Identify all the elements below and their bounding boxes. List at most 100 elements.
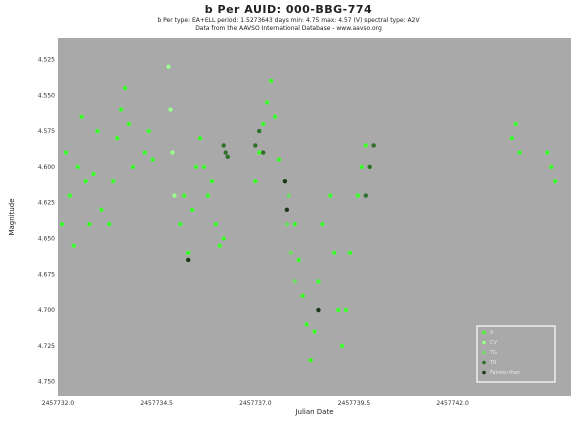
data-point bbox=[359, 164, 365, 170]
data-point bbox=[545, 150, 550, 155]
data-point bbox=[111, 179, 116, 184]
data-point bbox=[87, 221, 92, 227]
y-tick-label: 4.550 bbox=[38, 92, 55, 99]
legend-marker bbox=[482, 370, 486, 375]
data-point bbox=[130, 164, 136, 170]
data-point bbox=[304, 322, 309, 327]
data-point bbox=[91, 171, 96, 177]
data-point bbox=[320, 221, 325, 227]
legend-entry: CV bbox=[490, 340, 497, 346]
data-point bbox=[367, 164, 372, 170]
data-point bbox=[178, 221, 183, 227]
data-point bbox=[257, 128, 262, 134]
data-point bbox=[316, 279, 321, 284]
data-point bbox=[332, 250, 337, 255]
data-point bbox=[95, 128, 100, 134]
data-point bbox=[316, 307, 321, 313]
data-point bbox=[223, 150, 228, 155]
x-axis: 2457732.0 2457734.5 2457737.0 2457739.5 2457… bbox=[42, 400, 469, 407]
y-tick-label: 4.625 bbox=[38, 200, 55, 207]
data-point bbox=[75, 164, 80, 170]
data-point bbox=[253, 143, 258, 148]
data-point bbox=[201, 164, 207, 170]
data-point bbox=[517, 150, 522, 155]
data-point bbox=[221, 236, 226, 241]
data-point bbox=[186, 250, 191, 255]
chart-source: Data from the AAVSO International Databa… bbox=[195, 25, 382, 32]
x-tick-label: 2457737.0 bbox=[239, 400, 272, 407]
data-point bbox=[118, 107, 124, 112]
data-point bbox=[286, 193, 292, 198]
data-point bbox=[276, 157, 282, 162]
data-point bbox=[363, 143, 368, 148]
data-point bbox=[292, 221, 297, 227]
data-point bbox=[63, 150, 69, 155]
data-point bbox=[166, 64, 171, 69]
data-point bbox=[553, 179, 558, 184]
data-point bbox=[83, 179, 88, 184]
data-point bbox=[272, 114, 278, 119]
legend-marker bbox=[482, 350, 486, 355]
x-tick-label: 2457732.0 bbox=[42, 400, 75, 407]
data-point bbox=[59, 221, 65, 227]
data-point bbox=[513, 121, 518, 127]
data-point bbox=[221, 143, 226, 148]
data-point bbox=[296, 257, 301, 263]
data-point bbox=[197, 136, 203, 141]
data-point bbox=[126, 121, 132, 127]
y-tick-label: 4.525 bbox=[38, 56, 55, 63]
data-point bbox=[217, 243, 222, 248]
legend-entry: Fainter-than bbox=[490, 370, 520, 376]
legend-marker bbox=[482, 360, 486, 365]
data-point bbox=[282, 179, 288, 184]
y-tick-label: 4.575 bbox=[38, 128, 55, 135]
data-point bbox=[261, 150, 266, 155]
data-point bbox=[355, 193, 361, 198]
data-point bbox=[308, 358, 313, 363]
data-point bbox=[300, 293, 305, 298]
x-tick-label: 2457742.0 bbox=[436, 400, 469, 407]
legend-entry: TR bbox=[489, 360, 497, 366]
data-point bbox=[122, 85, 128, 91]
data-point bbox=[193, 164, 199, 170]
plot-area bbox=[58, 38, 571, 396]
data-point bbox=[288, 250, 294, 255]
y-axis-label: Magnitude bbox=[8, 198, 16, 235]
data-point bbox=[209, 179, 215, 184]
legend-marker bbox=[482, 340, 486, 345]
data-point bbox=[343, 307, 349, 313]
data-point bbox=[170, 150, 175, 155]
data-point bbox=[261, 121, 266, 127]
data-point bbox=[168, 107, 173, 112]
data-point bbox=[146, 128, 151, 134]
data-point bbox=[268, 78, 274, 84]
x-tick-label: 2457739.5 bbox=[338, 400, 371, 407]
data-point bbox=[186, 257, 191, 263]
legend-entry: TG bbox=[489, 350, 497, 356]
legend-box bbox=[476, 325, 556, 383]
data-point bbox=[205, 193, 211, 198]
x-axis-label: Julian Date bbox=[294, 408, 333, 416]
data-point bbox=[509, 136, 515, 141]
data-point bbox=[71, 243, 76, 248]
data-point bbox=[347, 250, 353, 255]
data-point bbox=[114, 136, 120, 141]
data-point bbox=[67, 193, 73, 198]
data-point bbox=[549, 164, 554, 170]
y-tick-label: 4.700 bbox=[38, 307, 55, 314]
data-point bbox=[225, 154, 230, 160]
chart-title: b Per AUID: 000-BBG-774 bbox=[204, 3, 373, 16]
data-point bbox=[79, 114, 84, 119]
data-point bbox=[172, 193, 177, 198]
x-tick-label: 2457734.5 bbox=[140, 400, 173, 407]
data-point bbox=[189, 207, 195, 213]
data-point bbox=[284, 221, 290, 227]
data-point bbox=[264, 100, 270, 105]
data-point bbox=[339, 343, 345, 349]
data-point bbox=[312, 329, 317, 334]
legend: V CV TG TR Fainter-than bbox=[476, 325, 556, 383]
data-point bbox=[292, 279, 297, 284]
data-point bbox=[213, 221, 219, 227]
data-point bbox=[371, 143, 376, 148]
